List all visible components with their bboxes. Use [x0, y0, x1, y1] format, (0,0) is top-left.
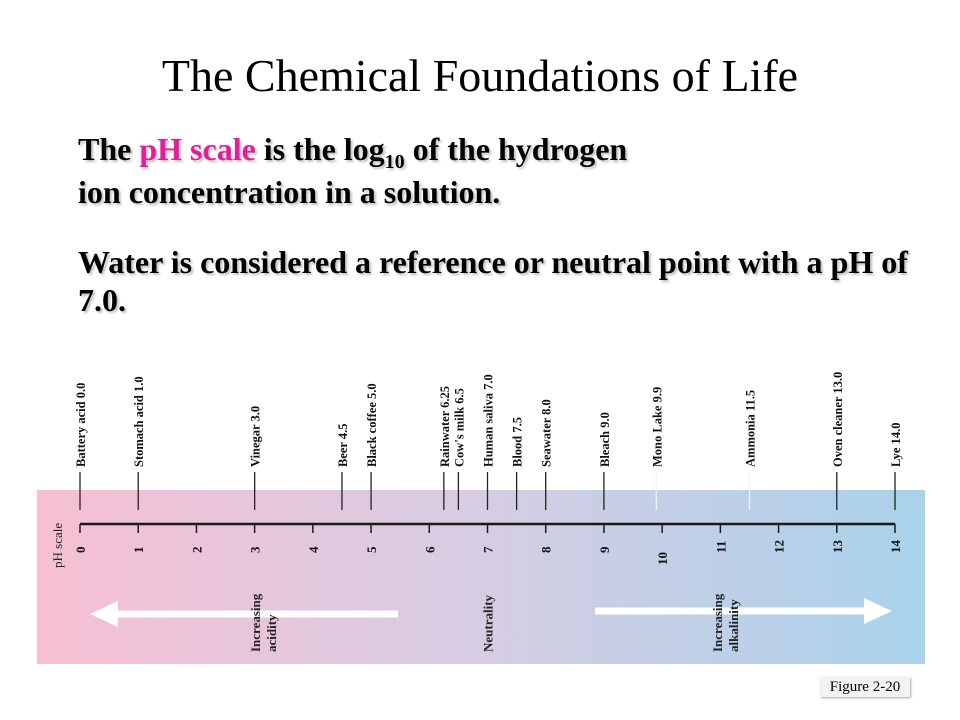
substance-label: Bleach 9.0 [598, 412, 612, 467]
substance-label: Lye 14.0 [889, 423, 903, 467]
tick-label: 11 [713, 541, 728, 553]
water-reference-text: Water is considered a reference or neutr… [78, 244, 908, 318]
substance-markers: Battery acid 0.0 Stomach acid 1.0 Vinegar … [74, 372, 903, 510]
tick-label: 10 [655, 552, 670, 565]
substance-label: Ammonia 11.5 [743, 390, 757, 467]
increasing-acidity-label-line1: Increasing [248, 593, 263, 652]
substance-label: Blood 7.5 [511, 417, 525, 467]
substance-label: Battery acid 0.0 [74, 383, 88, 467]
tick-label: 14 [888, 540, 903, 554]
substance-label: Cow's milk 6.5 [452, 388, 466, 467]
substance-label: Oven cleaner 13.0 [831, 372, 845, 467]
substance-label: Human saliva 7.0 [482, 374, 496, 467]
tick-label: 12 [772, 540, 787, 553]
substance-label: Beer 4.5 [336, 423, 350, 467]
acidity-arrowhead [90, 601, 118, 627]
substance-label: Seawater 8.0 [540, 399, 554, 467]
tick-label: 3 [248, 546, 263, 553]
ph-definition-text: The pH scale is the log10 of the hydroge… [78, 130, 918, 211]
tick-label: 6 [422, 546, 437, 553]
substance-label: Mono Lake 9.9 [650, 387, 664, 467]
substance-label: Rainwater 6.25 [438, 386, 452, 467]
substance-label: Vinegar 3.0 [249, 406, 263, 467]
tick-label: 9 [597, 546, 612, 553]
tick-label: 8 [539, 546, 554, 553]
increasing-alkalinity-label-line1: Increasing [710, 593, 725, 652]
figure-label: Figure 2-20 [820, 677, 910, 697]
tick-label: 7 [481, 546, 496, 553]
tick-label: 2 [189, 547, 204, 554]
definition-prefix: The [78, 131, 140, 167]
ph-scale-label: pH scale [50, 523, 65, 568]
definition-line2: ion concentration in a solution. [78, 174, 501, 210]
substance-label: Black coffee 5.0 [365, 383, 379, 467]
neutrality-label: Neutrality [481, 594, 496, 652]
definition-middle: is the log [255, 131, 385, 167]
substance-label: Stomach acid 1.0 [132, 376, 146, 467]
increasing-alkalinity-label-line2: alkalinity [726, 599, 741, 652]
tick-label: 13 [830, 540, 845, 554]
tick-label: 4 [306, 546, 321, 553]
alkalinity-arrowhead [864, 598, 892, 624]
region-labels: Increasing acidity Neutrality Increasing alk… [90, 593, 892, 652]
tick-label: 5 [364, 546, 379, 553]
tick-label: 1 [131, 547, 146, 554]
ph-gradient-band [37, 490, 925, 664]
ph-scale-highlight: pH scale [139, 131, 256, 167]
definition-line1-end: of the hydrogen [404, 131, 628, 167]
tick-label: 0 [73, 547, 88, 554]
log-subscript: 10 [384, 151, 405, 173]
increasing-acidity-label-line2: acidity [264, 614, 279, 652]
slide-title: The Chemical Foundations of Life [161, 50, 799, 101]
